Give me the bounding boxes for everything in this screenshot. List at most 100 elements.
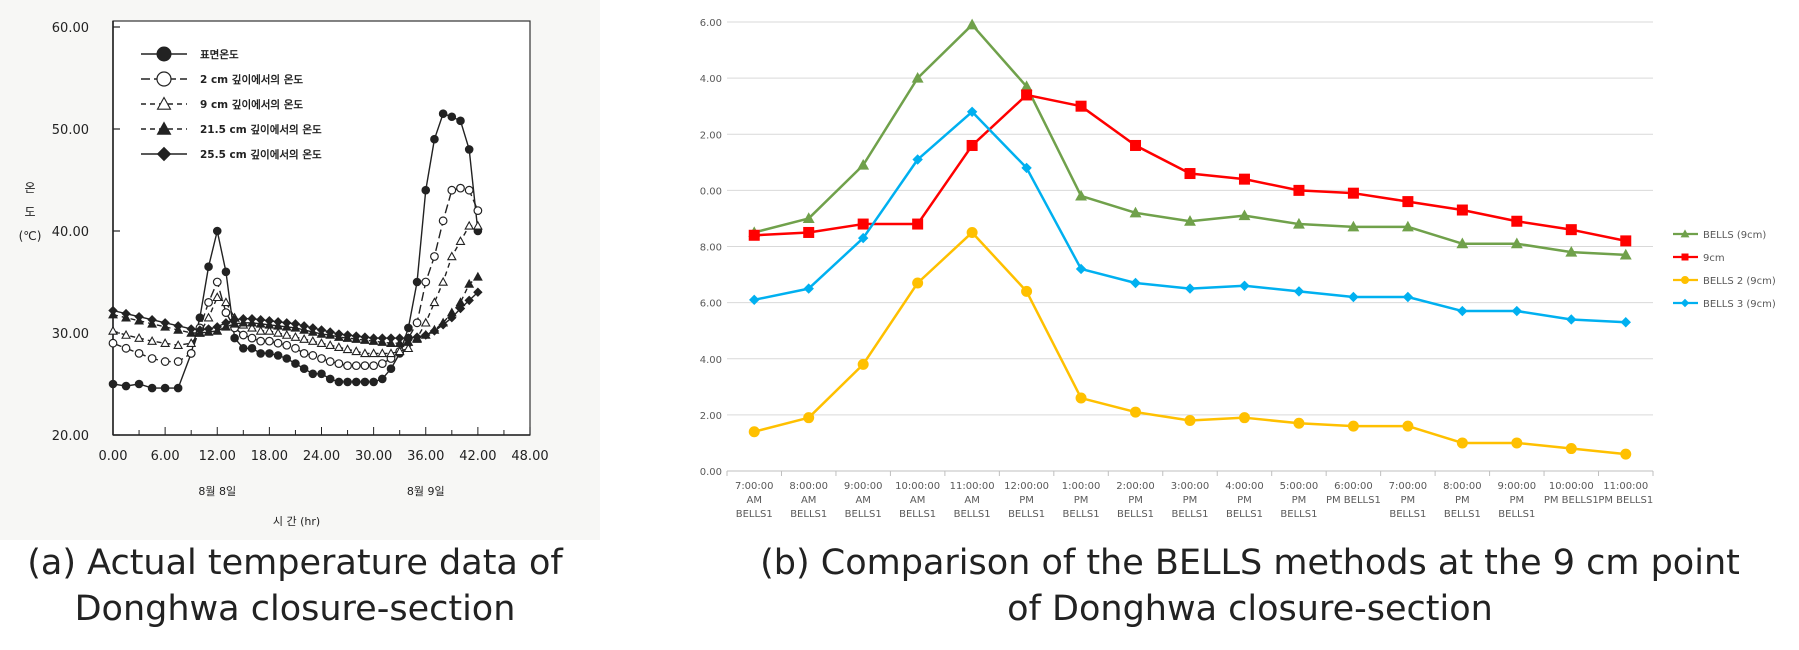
chart-b-data-point bbox=[1456, 237, 1469, 249]
caption-a-line2: Donghwa closure-section bbox=[74, 589, 516, 629]
chart-a-data-point bbox=[325, 340, 336, 349]
chart-a-data-point bbox=[325, 374, 335, 384]
chart-a-x-tick-label: 36.00 bbox=[407, 449, 444, 464]
chart-a-data-point bbox=[447, 185, 457, 195]
chart-b-data-point bbox=[1293, 184, 1305, 196]
chart-a-data-point bbox=[464, 145, 474, 154]
chart-a-data-point bbox=[351, 361, 361, 371]
chart-b-data-point bbox=[1238, 412, 1250, 424]
chart-a-data-point bbox=[360, 361, 370, 371]
chart-a-series-4 bbox=[108, 287, 483, 343]
chart-a-data-point bbox=[464, 278, 475, 288]
chart-a-data-point bbox=[239, 344, 248, 353]
chart-b-legend-marker bbox=[1681, 276, 1689, 284]
chart-b-data-point bbox=[1239, 280, 1250, 291]
chart-a-data-point bbox=[299, 333, 310, 343]
chart-a-data-point bbox=[273, 327, 283, 337]
chart-a-x-axis-title: 시 간 (hr) bbox=[273, 515, 320, 528]
chart-a-data-point bbox=[256, 336, 266, 346]
chart-a-data-point bbox=[134, 379, 144, 389]
chart-a-legend-marker bbox=[156, 146, 172, 162]
chart-b-x-tick-label: PM bbox=[1292, 495, 1307, 506]
chart-b-legend-marker bbox=[1681, 253, 1689, 261]
chart-a-data-point bbox=[147, 383, 157, 393]
chart-a-data-point bbox=[121, 343, 131, 353]
chart-b-x-tick-label: PM bbox=[1237, 495, 1252, 506]
chart-a-data-point bbox=[265, 349, 274, 358]
chart-a-data-point bbox=[473, 287, 483, 297]
chart-a-data-point bbox=[108, 379, 118, 389]
chart-b-x-tick-label: 9:00:00 bbox=[844, 481, 883, 492]
chart-b-y-tick-label: 30.00 bbox=[700, 186, 722, 197]
chart-a-data-point bbox=[299, 349, 309, 358]
chart-a-data-point bbox=[195, 325, 205, 335]
chart-b-legend-marker bbox=[1680, 229, 1690, 238]
chart-b-data-point bbox=[1293, 286, 1305, 297]
chart-a-data-point bbox=[308, 351, 318, 360]
chart-a-data-point bbox=[377, 359, 387, 369]
chart-a-data-point bbox=[472, 271, 483, 281]
chart-a-data-point bbox=[368, 348, 379, 358]
chart-a-data-point bbox=[221, 308, 231, 318]
chart-b-data-point bbox=[966, 139, 978, 151]
chart-a-data-point bbox=[325, 327, 335, 337]
chart-a-data-point bbox=[282, 340, 292, 350]
chart-a-data-point bbox=[282, 354, 292, 363]
chart-a-data-point bbox=[334, 329, 344, 339]
chart-b-x-tick-label: 10:00:00 bbox=[895, 481, 940, 492]
chart-b-data-point bbox=[1620, 448, 1632, 460]
chart-a-x-tick-label: 12.00 bbox=[199, 449, 236, 464]
chart-b-series-1 bbox=[748, 89, 1632, 247]
chart-b-x-tick-label: 8:00:00 bbox=[1443, 481, 1482, 492]
chart-b-x-tick-label: 6:00:00 bbox=[1334, 481, 1373, 492]
chart-b-x-tick-label: 1:00:00 bbox=[1062, 481, 1101, 492]
chart-b-x-tick-label: AM bbox=[747, 495, 762, 506]
chart-a-data-point bbox=[472, 220, 483, 230]
chart-b-y-tick-label: 32.00 bbox=[700, 130, 722, 141]
chart-b-x-tick-label: AM bbox=[855, 495, 870, 506]
chart-a-data-point bbox=[342, 330, 353, 340]
chart-b-x-tick-label: AM bbox=[964, 495, 979, 506]
chart-a-data-point bbox=[446, 251, 457, 261]
chart-a-data-point bbox=[203, 312, 214, 322]
chart-b-y-tick-label: 28.00 bbox=[700, 243, 722, 254]
chart-b-data-point bbox=[802, 212, 815, 223]
chart-b-series-0 bbox=[748, 18, 1632, 260]
chart-b-data-point bbox=[1456, 204, 1468, 216]
chart-b-data-point bbox=[1402, 196, 1414, 208]
chart-b-x-tick-label: 2:00:00 bbox=[1116, 481, 1155, 492]
chart-a-data-point bbox=[273, 351, 283, 360]
chart-a-data-point bbox=[377, 348, 388, 358]
chart-a-series-line bbox=[112, 187, 479, 367]
chart-a-data-point bbox=[403, 333, 414, 343]
chart-a-data-point bbox=[308, 369, 318, 379]
chart-b-x-tick-label: BELLS1 bbox=[1008, 509, 1045, 520]
chart-a-data-point bbox=[160, 318, 170, 328]
chart-b-data-point bbox=[912, 154, 923, 165]
chart-a-x-tick-label: 30.00 bbox=[355, 449, 392, 464]
chart-b-data-point bbox=[1130, 277, 1141, 289]
chart-a-data-point bbox=[221, 297, 231, 307]
chart-b-data-point bbox=[912, 218, 924, 230]
chart-b-data-point bbox=[1075, 263, 1087, 275]
chart-b-data-point bbox=[966, 226, 978, 238]
chart-a-data-point bbox=[360, 348, 370, 358]
chart-b-y-tick-label: 22.00 bbox=[700, 411, 722, 422]
chart-a-data-point bbox=[438, 276, 449, 286]
chart-b-x-tick-label: 5:00:00 bbox=[1280, 481, 1319, 492]
chart-b-data-point bbox=[857, 218, 869, 230]
chart-b-data-point bbox=[1457, 305, 1468, 317]
chart-b-x-tick-label: 11:00:00 bbox=[1603, 481, 1648, 492]
chart-a-data-point bbox=[255, 315, 266, 325]
chart-b-x-tick-label: BELLS1 bbox=[790, 509, 827, 520]
chart-a-legend-label: 2 cm 깊이에서의 온도 bbox=[200, 73, 303, 86]
chart-b-data-point bbox=[1293, 417, 1305, 429]
chart-a-data-point bbox=[281, 329, 292, 339]
chart-a-data-point bbox=[273, 317, 283, 327]
chart-a-data-point bbox=[247, 322, 257, 332]
caption-a: (a) Actual temperature data of Donghwa c… bbox=[0, 540, 590, 632]
chart-b-x-tick-label: 9:00:00 bbox=[1498, 481, 1537, 492]
chart-a-y-axis-title: 도 bbox=[24, 205, 35, 219]
chart-b-data-point bbox=[1347, 187, 1359, 199]
caption-b: (b) Comparison of the BELLS methods at t… bbox=[720, 540, 1780, 632]
